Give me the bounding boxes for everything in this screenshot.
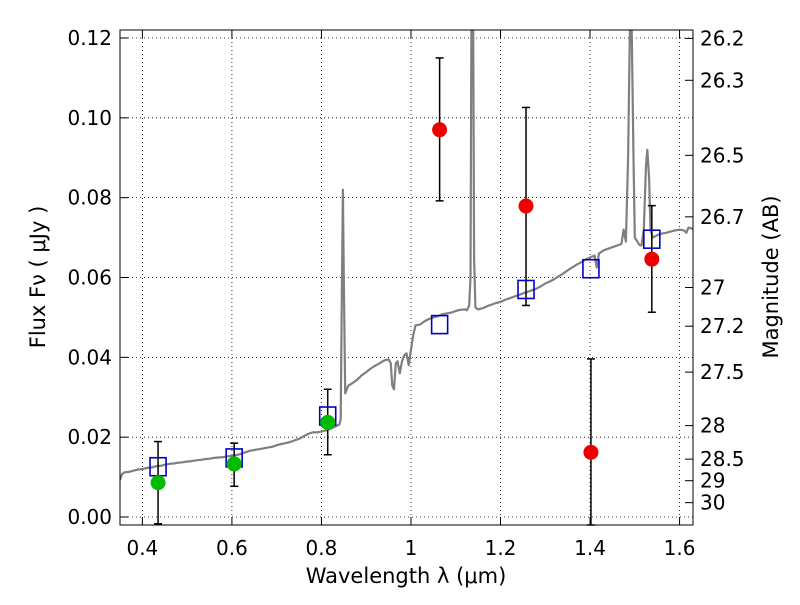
x-tick-label: 0.8: [306, 536, 338, 560]
y2-axis-label: Magnitude (AB): [759, 195, 783, 358]
green-data-point: [320, 414, 336, 430]
model-photometry-square: [643, 229, 661, 249]
y2-tick-label: 27.5: [700, 360, 745, 384]
tick-labels: 0.4 0.6 0.8 1 1.2 1.4 1.6 0.00 0.02 0.04 0.06 0.08 0…: [67, 26, 744, 560]
y-tick-label: 0.04: [67, 345, 112, 369]
y-tick-label: 0.08: [67, 186, 112, 210]
x-tick-label: 1.4: [574, 536, 606, 560]
ticks: [120, 30, 693, 525]
model-spectrum-layer: [120, 30, 693, 481]
y2-tick-label: 26.5: [700, 143, 745, 167]
red-data-point: [518, 198, 534, 214]
y-tick-label: 0.06: [67, 266, 112, 290]
y2-tick-label: 26.3: [700, 68, 745, 92]
y2-tick-label: 30: [700, 491, 725, 515]
y2-tick-label: 29: [700, 469, 725, 493]
x-tick-label: 1.2: [485, 536, 517, 560]
model-spectrum-line: [120, 30, 693, 481]
x-axis-label: Wavelength λ (μm): [306, 564, 507, 588]
x-tick-label: 0.4: [126, 536, 158, 560]
grid: [120, 30, 693, 525]
y-tick-label: 0.02: [67, 425, 112, 449]
model-photometry-square: [517, 279, 535, 300]
y2-tick-label: 28: [700, 414, 725, 438]
errorbar-layer: [154, 57, 656, 526]
red-data-point: [644, 251, 660, 267]
model-photometry-square: [582, 258, 600, 279]
green-data-point: [150, 475, 166, 491]
y2-tick-label: 27.2: [700, 314, 745, 338]
green-data-point: [226, 456, 242, 472]
y-tick-label: 0.10: [67, 106, 112, 130]
y2-tick-label: 27: [700, 275, 725, 299]
red-data-point: [432, 122, 448, 138]
x-tick-label: 0.6: [216, 536, 248, 560]
x-tick-label: 1: [405, 536, 418, 560]
y-tick-label: 0.00: [67, 505, 112, 529]
y2-tick-label: 26.7: [700, 205, 745, 229]
model-photometry-square: [430, 314, 449, 335]
y-axis-label: Flux Fν ( μJy ): [26, 206, 50, 349]
plot-area: [120, 30, 693, 526]
red-data-point: [583, 444, 599, 460]
plot-frame: [119, 29, 694, 526]
x-tick-label: 1.6: [664, 536, 696, 560]
y-tick-label: 0.12: [67, 26, 112, 50]
y2-tick-label: 28.5: [700, 447, 745, 471]
y2-tick-label: 26.2: [700, 26, 745, 50]
marker-layer: [149, 122, 661, 491]
